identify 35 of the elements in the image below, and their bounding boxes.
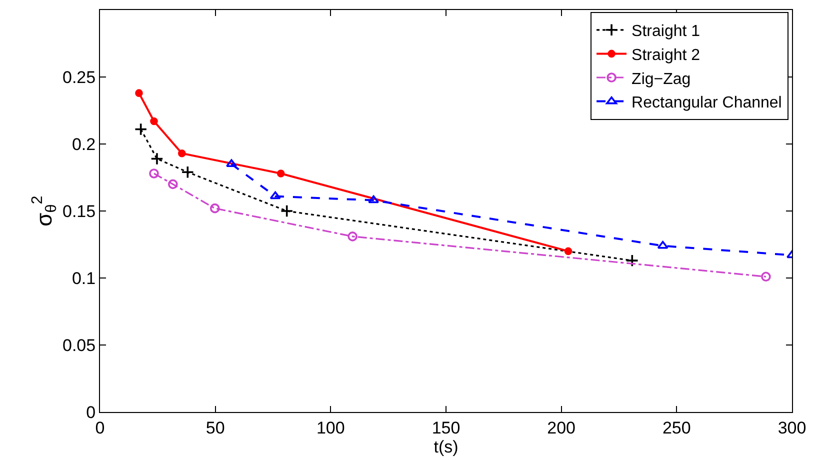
point xyxy=(280,204,294,218)
x-tick-label: 100 xyxy=(316,418,345,438)
y-tick-label: 0.25 xyxy=(62,68,96,87)
point xyxy=(134,122,148,136)
y-tick-label: 0.05 xyxy=(62,336,96,355)
point xyxy=(368,195,380,204)
x-tick-label: 150 xyxy=(432,418,460,438)
point xyxy=(181,166,194,179)
point xyxy=(149,168,159,178)
point xyxy=(564,247,572,256)
point xyxy=(150,152,164,166)
point xyxy=(168,179,178,190)
point xyxy=(210,203,220,214)
point xyxy=(135,89,143,97)
y-tick-label: 0 xyxy=(86,402,96,422)
point xyxy=(348,232,358,242)
y-tick-label: 0.15 xyxy=(62,202,96,221)
point xyxy=(626,254,639,268)
x-tick-label: 200 xyxy=(547,418,576,438)
legend-label: Rectangular Channel xyxy=(632,94,782,112)
point xyxy=(761,272,771,282)
legend-label: Straight 1 xyxy=(632,23,700,40)
x-tick-label: 50 xyxy=(206,418,225,438)
point xyxy=(276,170,285,178)
y-tick-label: 0.2 xyxy=(72,134,96,154)
legend-label: Straight 2 xyxy=(632,46,700,64)
x-tick-label: 300 xyxy=(778,418,806,438)
y-tick-label: 0.1 xyxy=(72,268,96,288)
x-tick-label: 250 xyxy=(662,418,691,438)
x-axis-title: t(s) xyxy=(434,437,458,456)
point xyxy=(178,149,186,158)
legend-label: Zig−Zag xyxy=(632,70,691,88)
point xyxy=(150,117,158,126)
point xyxy=(270,191,281,200)
point xyxy=(657,240,668,249)
